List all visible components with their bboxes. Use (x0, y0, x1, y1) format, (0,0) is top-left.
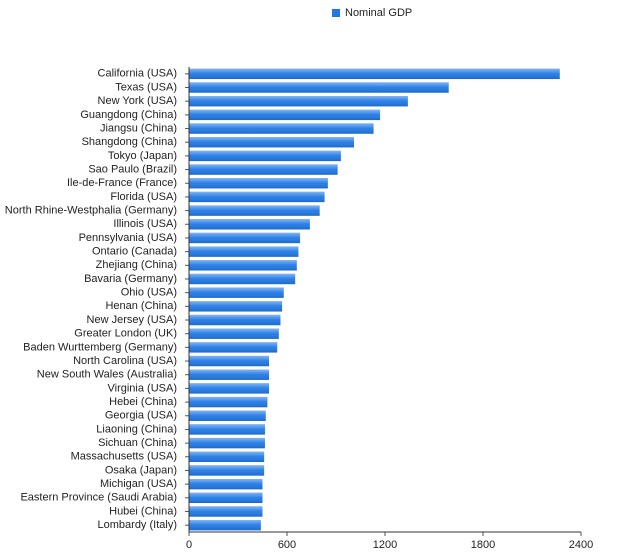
bar-sheen (189, 273, 296, 285)
y-tick-label: Massachusetts (USA) (71, 451, 177, 463)
x-tick-label: 1200 (373, 539, 397, 551)
bar-sheen (189, 287, 284, 298)
bar-sheen (189, 314, 281, 326)
bar-sheen (189, 506, 263, 517)
bar-sheen (189, 260, 297, 271)
bar-sheen (189, 68, 560, 80)
bar-sheen (189, 519, 261, 531)
y-tick-label: Florida (USA) (110, 191, 177, 203)
bar-sheen (189, 478, 263, 490)
y-tick-label: Liaoning (China) (96, 423, 177, 435)
bar-sheen (189, 355, 270, 367)
bar-sheen (189, 301, 283, 312)
y-tick-label: New South Wales (Australia) (37, 369, 177, 381)
y-tick-label: Texas (USA) (115, 81, 177, 93)
bar-sheen (189, 424, 265, 435)
bar-sheen (189, 191, 325, 203)
y-tick-label: Sao Paulo (Brazil) (88, 163, 177, 175)
y-tick-label: Ile-de-France (France) (67, 177, 177, 189)
y-tick-label: Zhejiang (China) (96, 259, 177, 271)
y-tick-label: Illinois (USA) (113, 218, 177, 230)
y-tick-label: Baden Wurttemberg (Germany) (23, 341, 177, 353)
bar-sheen (189, 137, 354, 148)
bar-sheen (189, 328, 279, 339)
bar-sheen (189, 437, 265, 449)
bar-sheen (189, 205, 320, 216)
bar-sheen (189, 219, 310, 230)
y-tick-label: Sichuan (China) (98, 437, 177, 449)
y-tick-label: Jiangsu (China) (100, 122, 177, 134)
y-tick-label: Greater London (UK) (74, 328, 177, 340)
bar-sheen (189, 396, 268, 408)
y-tick-label: New Jersey (USA) (87, 314, 177, 326)
y-tick-label: Pennsylvania (USA) (79, 232, 177, 244)
y-tick-label: Osaka (Japan) (105, 464, 177, 476)
bar-sheen (189, 82, 449, 93)
legend-swatch (332, 9, 340, 17)
bar-sheen (189, 178, 328, 189)
y-tick-label: Hebei (China) (109, 396, 177, 408)
y-tick-label: Shangdong (China) (82, 136, 177, 148)
bar-sheen (189, 369, 270, 380)
x-tick-label: 600 (278, 539, 296, 551)
bar-sheen (189, 492, 263, 504)
legend-label: Nominal GDP (345, 7, 412, 19)
y-tick-label: Lombardy (Italy) (98, 519, 177, 531)
y-tick-label: California (USA) (98, 68, 177, 80)
bar-sheen (189, 465, 265, 476)
y-tick-label: Eastern Province (Saudi Arabia) (20, 492, 177, 504)
x-tick-label: 2400 (569, 539, 593, 551)
bar-sheen (189, 342, 278, 353)
y-tick-label: Virginia (USA) (108, 382, 178, 394)
bar-sheen (189, 164, 338, 175)
y-tick-label: Georgia (USA) (105, 410, 177, 422)
bar-sheen (189, 246, 299, 257)
bar-sheen (189, 95, 408, 107)
y-tick-label: New York (USA) (98, 95, 177, 107)
x-tick-label: 1800 (471, 539, 495, 551)
y-tick-label: Tokyo (Japan) (108, 150, 177, 162)
bar-sheen (189, 232, 301, 244)
bar-sheen (189, 451, 265, 462)
bar-sheen (189, 150, 341, 162)
x-tick-label: 0 (186, 539, 192, 551)
y-tick-label: Bavaria (Germany) (84, 273, 177, 285)
y-tick-label: Michigan (USA) (100, 478, 177, 490)
bar-sheen (189, 383, 270, 394)
y-tick-label: Henan (China) (105, 300, 177, 312)
y-tick-label: Hubei (China) (109, 505, 177, 517)
bar-sheen (189, 410, 266, 421)
y-tick-label: North Rhine-Westphalia (Germany) (5, 205, 177, 217)
bar-sheen (189, 109, 381, 121)
y-tick-label: Guangdong (China) (80, 109, 177, 121)
y-tick-label: Ohio (USA) (121, 287, 177, 299)
y-tick-label: North Carolina (USA) (73, 355, 177, 367)
y-tick-label: Ontario (Canada) (92, 246, 177, 258)
bar-sheen (189, 123, 374, 134)
